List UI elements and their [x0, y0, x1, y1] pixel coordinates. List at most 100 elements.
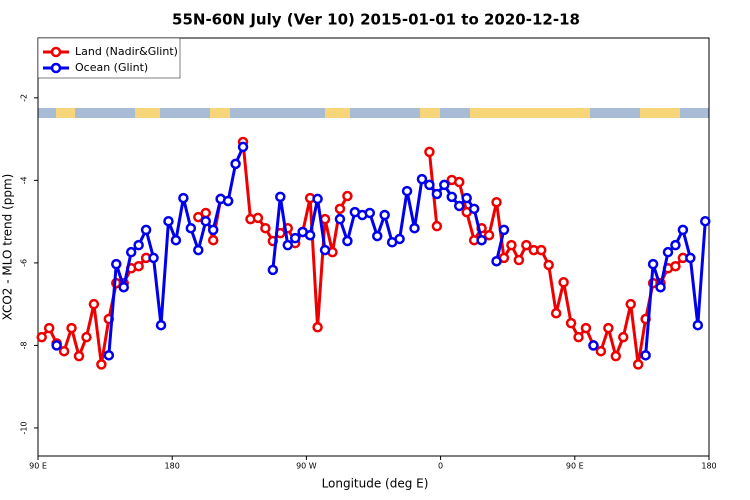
series-marker [319, 244, 331, 256]
series-marker [364, 207, 376, 219]
series-marker [193, 244, 204, 256]
y-axis-label: XCO2 - MLO trend (ppm) [1, 174, 15, 321]
series-marker [43, 322, 55, 334]
series-marker [647, 258, 659, 270]
series-marker [685, 252, 696, 264]
series-marker [618, 331, 629, 343]
series-marker [446, 191, 458, 203]
y-tick-label: -8 [20, 341, 29, 349]
legend-marker [50, 46, 62, 58]
series-marker [207, 224, 219, 236]
series-marker [304, 229, 316, 241]
series-marker [424, 146, 435, 158]
legend-label: Ocean (Glint) [75, 61, 148, 74]
series-marker [103, 350, 115, 361]
series-marker [140, 224, 152, 236]
y-tick-label: -4 [20, 176, 29, 184]
series-marker [334, 203, 346, 215]
series-marker [543, 259, 554, 271]
series-marker [312, 322, 323, 333]
series-marker [483, 229, 495, 241]
y-tick-label: -2 [20, 94, 29, 102]
x-tick-label: 90 E [566, 462, 584, 471]
series-marker [275, 191, 286, 203]
legend-box [37, 37, 181, 79]
series-marker [625, 298, 636, 310]
series-marker [379, 209, 390, 221]
y-tick-label: -6 [20, 259, 29, 267]
y-tick-label: -10 [20, 421, 29, 434]
series-marker [595, 345, 607, 357]
series-marker [453, 200, 465, 212]
series-marker [439, 179, 450, 191]
series-marker [498, 224, 510, 236]
series-marker [88, 298, 100, 310]
series-marker [200, 215, 211, 227]
series-marker [409, 222, 420, 234]
series-marker [178, 192, 189, 204]
x-tick-label: 180 [165, 462, 180, 471]
series-marker [371, 230, 383, 242]
series-marker [155, 319, 167, 331]
series-marker [193, 211, 204, 223]
series-marker [468, 203, 480, 215]
series-marker [334, 213, 346, 225]
series-marker [424, 179, 435, 191]
series-marker [66, 322, 77, 334]
x-tick-label: 180 [701, 462, 716, 471]
series-marker [416, 173, 428, 185]
series-marker [603, 322, 614, 334]
series-marker [282, 239, 294, 251]
series-marker [342, 190, 353, 202]
series-marker [573, 331, 584, 343]
series-marker [536, 244, 547, 256]
series-marker [207, 234, 219, 246]
legend-marker [50, 62, 62, 74]
series-marker [401, 185, 413, 197]
series-marker [133, 239, 144, 251]
series-marker [588, 340, 599, 351]
series-marker [513, 254, 525, 266]
series-marker [550, 307, 562, 319]
series-marker [118, 281, 129, 293]
series-marker [312, 193, 323, 205]
series-marker [394, 233, 405, 245]
series-marker [222, 195, 234, 207]
series-marker [677, 224, 689, 236]
series-line [451, 178, 685, 365]
series-marker [96, 359, 107, 370]
series-line [495, 229, 506, 262]
series-marker [662, 246, 674, 258]
series-marker [252, 212, 264, 224]
series-marker [610, 350, 622, 362]
series-marker [133, 260, 144, 272]
series-marker [289, 232, 301, 244]
series-marker [81, 331, 92, 343]
series-marker [565, 317, 577, 329]
series-marker [491, 255, 502, 267]
series-marker [111, 258, 122, 270]
series-marker [655, 281, 666, 293]
series-marker [506, 239, 517, 251]
series-marker [237, 141, 249, 153]
series-marker [461, 192, 472, 204]
series-marker [632, 359, 644, 370]
series-marker [640, 350, 651, 361]
x-axis-label: Longitude (deg E) [322, 477, 429, 491]
series-marker [670, 239, 681, 251]
plot-frame [37, 37, 710, 457]
series-marker [580, 322, 592, 334]
series-marker [431, 220, 443, 232]
series-marker [170, 234, 182, 246]
series-marker [36, 331, 47, 343]
series-marker [692, 319, 704, 331]
series-marker [431, 188, 443, 200]
series-marker [230, 158, 241, 170]
series-marker [73, 350, 85, 362]
series-marker [200, 207, 211, 219]
series-marker [491, 196, 502, 208]
series-marker [453, 176, 465, 188]
series-marker [51, 340, 62, 351]
legend-label: Land (Nadir&Glint) [75, 45, 178, 58]
